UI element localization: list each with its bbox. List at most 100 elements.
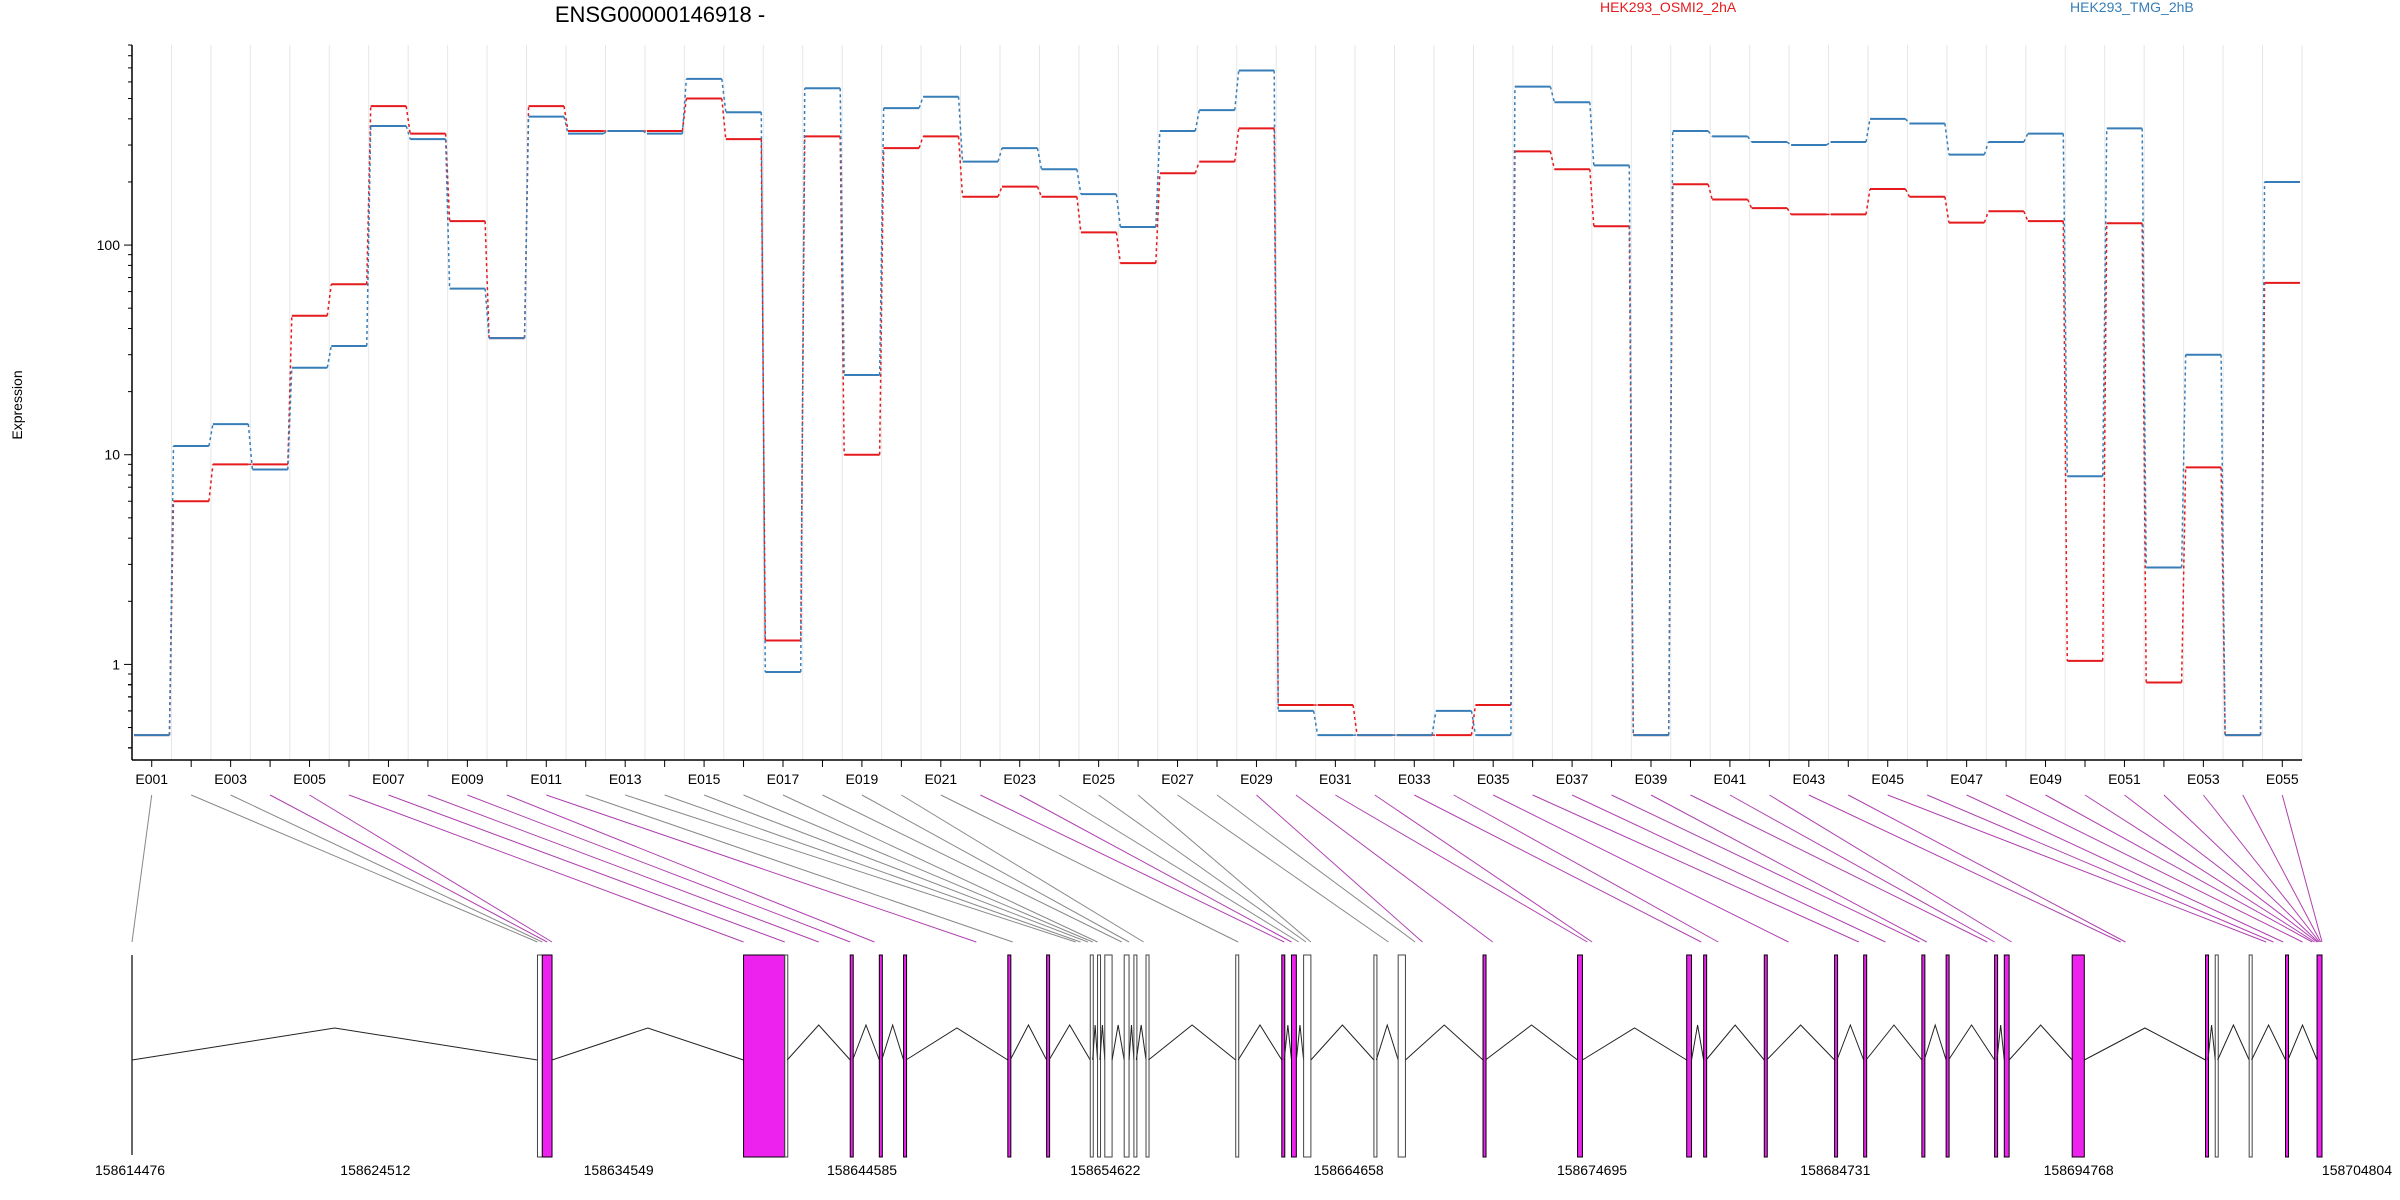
intron-line [1128,1024,1135,1061]
x-tick-label: E009 [451,771,484,787]
x-tick-label: E055 [2266,771,2299,787]
intron-line [1111,1024,1125,1061]
exon-connector [467,794,851,943]
legend-entry-series-b: HEK293_TMG_2hB [2070,0,2194,15]
exon-connector [2202,794,2320,943]
x-tick-label: E007 [372,771,405,787]
series-connector [1273,70,1279,711]
x-tick-label: E003 [214,771,247,787]
series-connector [1194,161,1200,174]
intron-line [852,1023,880,1061]
series-connector [721,98,727,140]
exon-connector [506,794,875,943]
series-connector [523,116,530,339]
intron-line [1582,1027,1687,1061]
intron-line [1705,1024,1765,1061]
intron-line [131,1027,538,1061]
exon-connector [1571,794,1886,943]
exon-connector [1690,794,1988,943]
exon-block [743,954,786,1158]
intron-line [1092,1024,1099,1061]
exon-connector [980,794,1285,943]
x-tick-label: E045 [1871,771,1904,787]
series-connector [1667,130,1674,736]
intron-line [1766,1024,1835,1061]
exon-block [903,954,908,1158]
series-connector [997,186,1003,198]
exon-block [1482,954,1487,1158]
series-connector [1155,173,1161,264]
exon-block [2285,954,2290,1158]
exon-connector [1926,794,2274,943]
series-connector [1470,704,1477,736]
x-tick-label: E017 [767,771,800,787]
series-connector [1312,710,1319,736]
y-tick-label: 1 [112,656,120,672]
intron-line [1691,1024,1705,1061]
intron-line [1310,1024,1375,1061]
series-layer [134,69,2300,737]
exon-connector [743,794,1093,943]
intron-line [2207,1024,2216,1061]
exon-connector [2084,794,2315,943]
exon-connector [1335,794,1588,943]
exon-connector [901,794,1144,943]
exon-connector [2242,794,2322,943]
exon-connector [1769,794,2012,943]
exon-connector [1492,794,1789,943]
series-connector [208,423,214,447]
series-connector [444,133,451,222]
exon-connector [131,794,153,943]
series-connector [405,125,411,140]
exon-block [1303,954,1312,1158]
x-tick-label: E027 [1161,771,1194,787]
x-tick-label: E047 [1950,771,1983,787]
series-line-a [134,97,2300,737]
exon-connector [1966,794,2284,943]
series-connector [1983,210,1990,223]
x-tick-label: E019 [846,771,879,787]
exon-connector [1177,794,1389,943]
exon-block [1007,954,1012,1158]
series-connector [1865,118,1871,143]
x-tick-label: E023 [1003,771,1036,787]
coordinate-label: 158684731 [1800,1162,1870,1178]
exon-block [1046,954,1051,1158]
intron-line [1405,1024,1484,1061]
exon-connector [1532,794,1860,943]
series-connector [1273,128,1279,706]
x-tick-label: E051 [2108,771,2141,787]
exon-block [2003,954,2010,1158]
exon-block [849,954,854,1158]
series-connector [2023,210,2029,222]
genomic-coordinate-axis: 158614476 158624512 158634549 158644585 1586… [95,1162,2392,1178]
exon-block [1921,954,1926,1158]
series-connector [168,446,175,736]
exon-connector [1808,794,2121,943]
exon-connector [1374,794,1593,943]
exon-connector [348,794,744,943]
exon-connector [1137,794,1312,943]
coordinate-label: 158644585 [827,1162,897,1178]
series-connector [1826,141,1831,146]
exon-connector [2163,794,2319,943]
intron-line [1923,1023,1947,1061]
exon-block [784,954,789,1158]
x-tick-label: E037 [1556,771,1589,787]
series-connector [1628,165,1635,736]
x-tick-label: E053 [2187,771,2220,787]
intron-line [1996,1024,2005,1061]
exon-connector [822,794,1122,943]
coordinate-label: 158614476 [95,1162,165,1178]
exon-block [1145,954,1150,1158]
series-connector [957,136,964,197]
series-connector [918,136,924,149]
coordinate-label: 158704804 [2322,1162,2392,1178]
y-tick-label: 100 [97,237,121,253]
intron-line [1237,1024,1283,1061]
exon-block [1686,954,1693,1158]
exon-block [1863,954,1868,1158]
series-connector [1036,186,1043,198]
y-tick-label: 10 [104,447,120,463]
x-tick-label: E011 [530,771,562,787]
